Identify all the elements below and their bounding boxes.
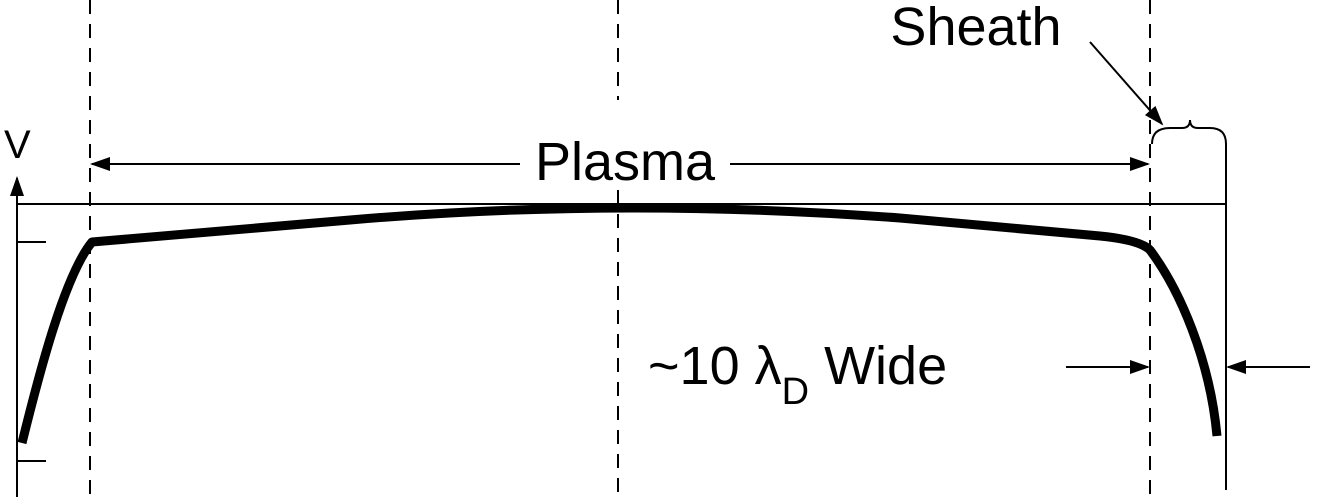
sheath-brace [1151,119,1227,145]
potential-profile-curve [17,203,1222,445]
lambda-subscript: D [782,371,809,413]
sheath-width-label: ~10 λD Wide [648,336,947,413]
v-axis-label: V [4,123,31,167]
sheath-label: Sheath [890,0,1061,57]
width-suffix: Wide [809,336,947,396]
plasma-label: Plasma [535,132,716,192]
lambda-symbol: λ [755,336,782,396]
sheath-pointer-arrow [1089,41,1164,126]
dashed-guides [89,0,1151,497]
width-prefix: ~10 [648,336,755,396]
